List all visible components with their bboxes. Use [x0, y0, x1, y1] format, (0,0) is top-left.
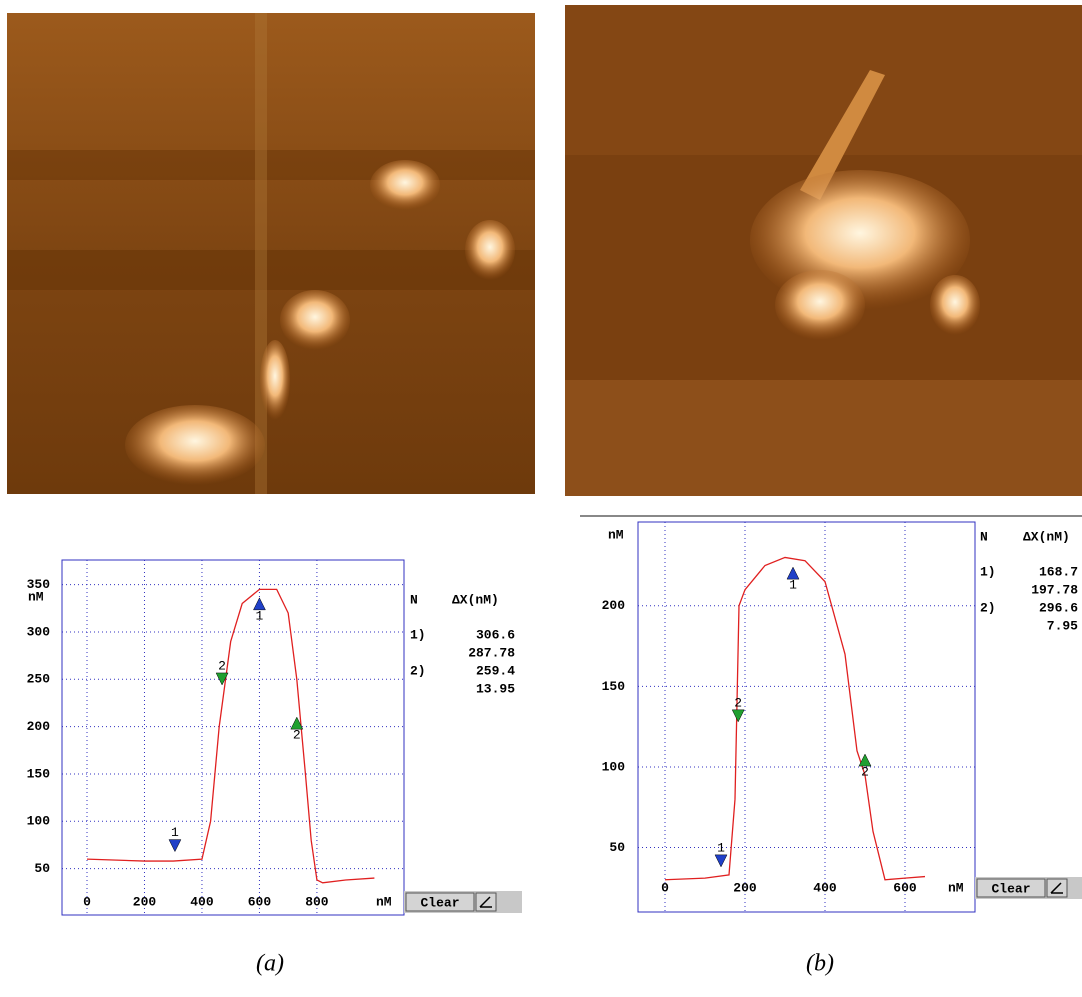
readout-index: 1)	[410, 627, 426, 642]
y-tick-label: 200	[27, 719, 51, 734]
x-axis-label: nM	[948, 880, 964, 895]
readout-value: 168.7	[1039, 564, 1078, 579]
readout-header: N	[410, 592, 418, 607]
readout-value: 13.95	[476, 681, 515, 696]
y-tick-label: 150	[27, 766, 51, 781]
cursor-label: 1	[171, 825, 179, 840]
x-tick-label: 400	[813, 880, 837, 895]
cursor-marker	[169, 840, 181, 852]
y-tick-label: 100	[602, 759, 626, 774]
panel-caption: (b)	[806, 951, 834, 977]
x-axis-label: nM	[376, 894, 392, 909]
cursor-label: 1	[789, 578, 797, 593]
plot-frame	[62, 560, 404, 915]
y-tick-label: 50	[609, 840, 625, 855]
readout-index: 1)	[980, 564, 996, 579]
cursor-label: 2	[861, 765, 869, 780]
y-axis-label: nM	[608, 527, 624, 542]
y-tick-label: 150	[602, 679, 626, 694]
y-axis-label: nM	[28, 589, 44, 604]
panel-caption: (a)	[256, 951, 284, 977]
plot-frame	[638, 522, 975, 912]
readout-value: 296.6	[1039, 600, 1078, 615]
x-tick-label: 400	[190, 894, 214, 909]
readout-value: 259.4	[476, 663, 515, 678]
x-tick-label: 0	[83, 894, 91, 909]
readout-value: 197.78	[1031, 582, 1078, 597]
y-tick-label: 200	[602, 598, 626, 613]
cursor-label: 1	[717, 840, 725, 855]
clear-button-label[interactable]: Clear	[420, 895, 459, 910]
readout-value: 7.95	[1047, 618, 1078, 633]
x-tick-label: 200	[733, 880, 757, 895]
cursor-marker	[715, 855, 727, 867]
afm-image-b	[565, 5, 1082, 496]
readout-header: ΔX(nM)	[1023, 529, 1070, 544]
y-tick-label: 100	[27, 814, 51, 829]
x-tick-label: 0	[661, 880, 669, 895]
y-tick-label: 250	[27, 672, 51, 687]
clear-button-label[interactable]: Clear	[991, 881, 1030, 896]
cursor-label: 2	[293, 728, 301, 743]
readout-index: 2)	[980, 600, 996, 615]
readout-value: 306.6	[476, 627, 515, 642]
x-tick-label: 600	[893, 880, 917, 895]
x-tick-label: 800	[305, 894, 329, 909]
readout-value: 287.78	[468, 645, 515, 660]
cursor-label: 2	[218, 658, 226, 673]
y-tick-label: 50	[34, 861, 50, 876]
y-tick-label: 300	[27, 624, 51, 639]
readout-index: 2)	[410, 663, 426, 678]
readout-header: N	[980, 529, 988, 544]
readout-header: ΔX(nM)	[452, 592, 499, 607]
cursor-label: 2	[734, 695, 742, 710]
cursor-marker	[732, 710, 744, 722]
x-tick-label: 200	[133, 894, 157, 909]
x-tick-label: 600	[248, 894, 272, 909]
profile-line	[87, 589, 374, 882]
figure: 020040060080050100150200250300350nMnM112…	[0, 0, 1082, 992]
afm-image-a	[7, 13, 535, 494]
cursor-label: 1	[256, 608, 264, 623]
